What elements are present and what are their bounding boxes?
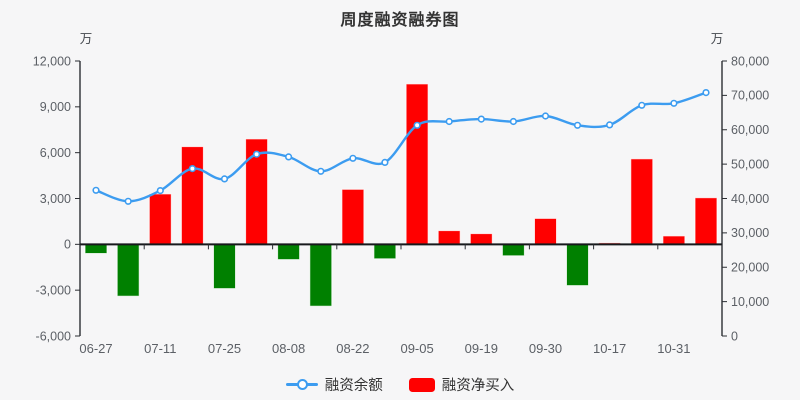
x-axis-label-07-25: 07-25 — [208, 341, 241, 356]
line-point-17 — [638, 101, 646, 109]
x-axis-label-09-05: 09-05 — [400, 341, 433, 356]
x-axis-label-07-11: 07-11 — [144, 341, 176, 356]
right-axis-tick-label: 0 — [731, 329, 738, 343]
line-series-legend-icon — [285, 378, 318, 392]
x-axis-label-10-31: 10-31 — [657, 341, 690, 356]
right-axis-tick-label: 60,000 — [731, 123, 769, 137]
right-axis-tick-label: 40,000 — [731, 192, 769, 206]
bar-08-22-0 — [341, 188, 365, 245]
x-axis-label-09-19: 09-19 — [465, 341, 498, 356]
line-point-7 — [317, 167, 325, 175]
left-axis-tick-label: -6,000 — [36, 329, 71, 343]
line-point-8 — [349, 154, 357, 162]
line-point-12 — [477, 115, 485, 123]
bar-09-05-0 — [405, 83, 429, 245]
line-point-15 — [573, 121, 582, 129]
chart-title: 周度融资融券图 — [340, 12, 460, 29]
line-point-9 — [381, 158, 389, 166]
bar-07-11-1 — [180, 146, 204, 245]
left-axis-tick-label: 0 — [64, 238, 71, 252]
right-axis-unit-label: 万 — [710, 32, 724, 46]
bar-06-27-1 — [116, 243, 140, 297]
line-point-16 — [605, 121, 614, 129]
legend-label-line-series: 融资余额 — [324, 378, 383, 394]
bar-08-08-0 — [277, 243, 301, 261]
bar-06-27-0 — [84, 243, 108, 255]
line-point-1 — [124, 197, 132, 205]
x-axis-label-06-27: 06-27 — [79, 341, 112, 356]
line-point-14 — [541, 112, 550, 120]
line-point-5 — [253, 150, 261, 158]
right-axis-tick-label: 70,000 — [731, 89, 769, 103]
bar-series-legend-icon — [408, 377, 435, 392]
x-axis-label-08-08: 08-08 — [272, 341, 305, 356]
legend: 融资余额 融资净买入 — [0, 374, 800, 395]
legend-item-bar-series[interactable]: 融资净买入 — [408, 374, 515, 395]
legend-label-bar-series: 融资净买入 — [441, 378, 515, 394]
line-point-0 — [92, 186, 100, 194]
line-point-13 — [509, 117, 518, 126]
bar-08-08-1 — [309, 243, 333, 307]
bar-07-11-0 — [148, 193, 172, 245]
bar-07-25-0 — [213, 243, 236, 290]
line-point-3 — [188, 165, 196, 173]
bar-09-05-1 — [437, 230, 461, 245]
right-axis-tick-label: 10,000 — [731, 295, 769, 309]
line-point-4 — [220, 175, 229, 183]
right-axis-tick-label: 30,000 — [731, 226, 769, 240]
bar-09-30-1 — [566, 243, 589, 287]
right-axis-tick-label: 80,000 — [731, 54, 769, 68]
x-axis-label-08-22: 08-22 — [336, 341, 369, 356]
right-axis-tick-label: 20,000 — [731, 261, 769, 275]
right-axis-tick-label: 50,000 — [731, 157, 769, 171]
bar-09-19-1 — [501, 243, 525, 257]
bar-09-19-0 — [469, 233, 493, 245]
left-axis-tick-label: 3,000 — [40, 192, 71, 206]
line-point-10 — [413, 121, 421, 129]
bar-10-17-1 — [630, 158, 654, 245]
bar-08-22-1 — [373, 243, 397, 260]
line-point-2 — [156, 187, 164, 195]
left-axis-tick-label: -3,000 — [36, 283, 71, 297]
line-point-18 — [670, 99, 678, 107]
left-axis-tick-label: 9,000 — [40, 100, 71, 114]
bar-10-31-1 — [694, 197, 718, 245]
left-axis-tick-label: 6,000 — [40, 146, 71, 160]
line-point-6 — [285, 153, 293, 161]
line-point-11 — [445, 117, 453, 126]
bar-09-30-0 — [534, 217, 557, 245]
line-point-19 — [702, 88, 710, 97]
bar-10-31-0 — [662, 235, 686, 245]
left-axis-unit-label: 万 — [79, 32, 93, 46]
x-axis-label-10-17: 10-17 — [593, 341, 626, 356]
x-axis-label-09-30: 09-30 — [529, 341, 562, 356]
legend-item-line-series[interactable]: 融资余额 — [285, 374, 383, 395]
left-axis-tick-label: 12,000 — [33, 54, 71, 68]
